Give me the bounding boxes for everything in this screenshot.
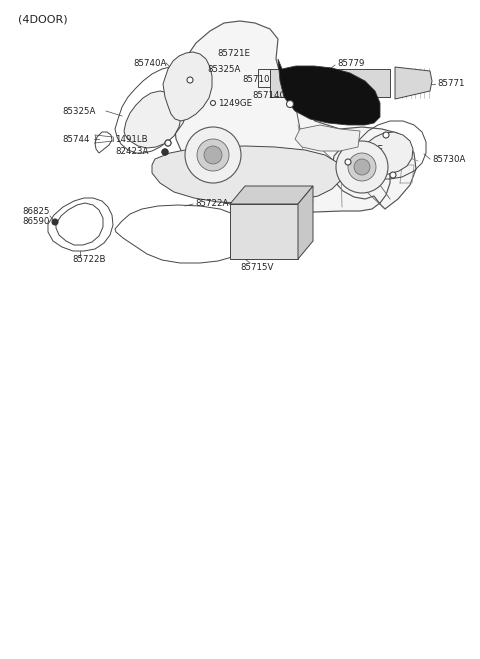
Text: 85721E: 85721E [350, 144, 383, 154]
Text: (4DOOR): (4DOOR) [18, 14, 68, 24]
Circle shape [204, 146, 222, 164]
Polygon shape [358, 132, 413, 174]
Polygon shape [295, 125, 360, 151]
Text: 86590: 86590 [22, 217, 49, 225]
Circle shape [165, 140, 171, 146]
Polygon shape [230, 204, 298, 259]
Text: 85722B: 85722B [72, 256, 106, 264]
Text: 85740A: 85740A [133, 59, 167, 67]
Text: 85325A: 85325A [207, 65, 240, 74]
Text: 85730A: 85730A [432, 154, 466, 163]
Circle shape [52, 219, 58, 225]
Polygon shape [124, 91, 181, 148]
Circle shape [211, 101, 216, 105]
Text: 85710: 85710 [242, 74, 269, 84]
Polygon shape [270, 69, 390, 97]
Text: 86825: 86825 [22, 206, 49, 215]
Text: 85771: 85771 [437, 80, 465, 88]
Circle shape [165, 140, 171, 146]
Text: 85325A: 85325A [62, 107, 96, 115]
Polygon shape [395, 67, 432, 99]
Circle shape [162, 149, 168, 155]
Polygon shape [382, 175, 402, 197]
Text: 85714G: 85714G [252, 90, 286, 100]
Circle shape [383, 132, 389, 138]
Polygon shape [278, 59, 380, 125]
Circle shape [345, 159, 351, 165]
Circle shape [390, 172, 396, 178]
Text: 1249GE: 1249GE [218, 98, 252, 107]
Text: 1491LB: 1491LB [115, 134, 148, 144]
Text: 85715V: 85715V [240, 262, 274, 272]
Text: 85744: 85744 [62, 134, 89, 144]
Text: 85779: 85779 [337, 59, 364, 67]
Circle shape [336, 141, 388, 193]
Text: 85721E: 85721E [217, 49, 250, 59]
Polygon shape [298, 186, 313, 259]
Text: 85722A: 85722A [195, 200, 228, 208]
Text: 82423A: 82423A [115, 146, 148, 156]
Circle shape [197, 139, 229, 171]
Circle shape [162, 149, 168, 155]
Polygon shape [174, 21, 416, 212]
Polygon shape [152, 146, 342, 203]
Circle shape [354, 159, 370, 175]
Circle shape [348, 153, 376, 181]
Circle shape [287, 101, 293, 107]
Circle shape [185, 127, 241, 183]
Polygon shape [230, 186, 313, 204]
Polygon shape [163, 52, 212, 121]
Circle shape [187, 77, 193, 83]
